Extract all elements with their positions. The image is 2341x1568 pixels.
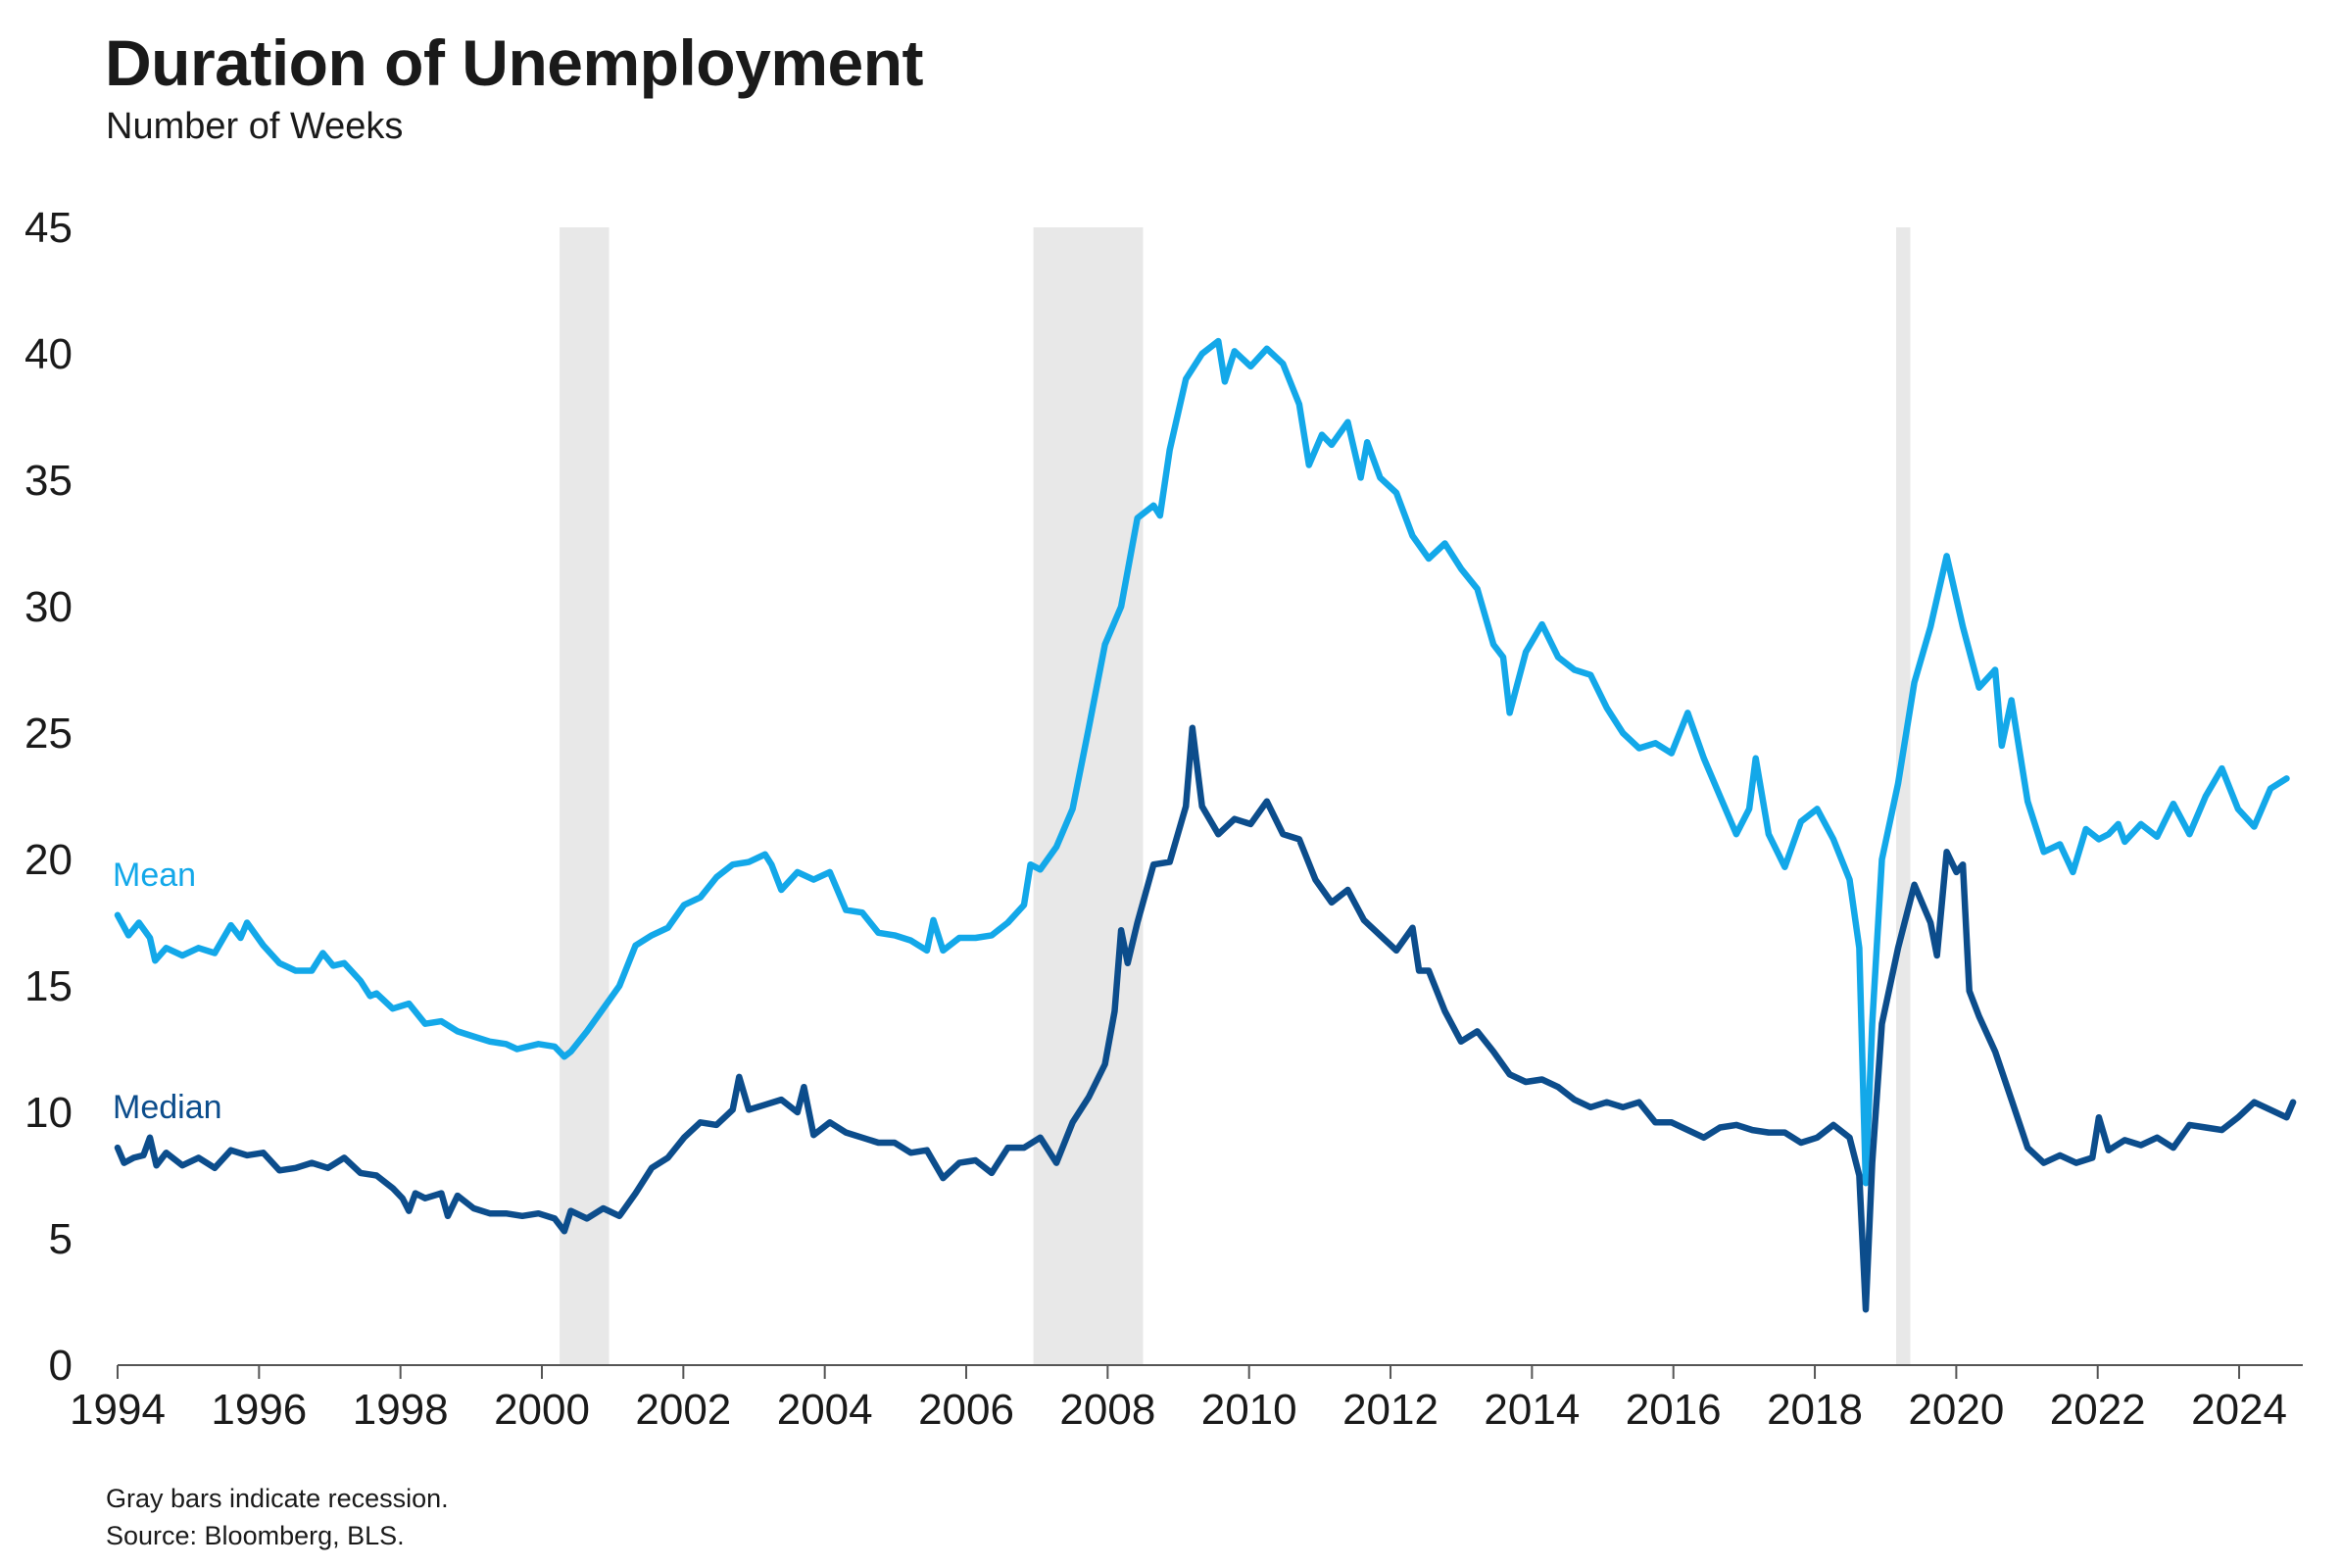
- series-line-mean: [114, 337, 2290, 1187]
- y-tick-label: 20: [24, 836, 73, 884]
- recession-note: Gray bars indicate recession.: [106, 1484, 449, 1513]
- y-tick-label: 15: [24, 962, 73, 1010]
- axes: 0 5 10 15 20 25 30 35 40 45 1994 1996 1998 2000 2002 20…: [24, 204, 2303, 1434]
- series-label-median: Median: [113, 1089, 222, 1126]
- recession-bar-2: [1896, 227, 1911, 1365]
- x-tick-label: 2018: [1767, 1386, 1863, 1434]
- x-tick-label: 2004: [777, 1386, 873, 1434]
- y-tick-label: 45: [24, 204, 73, 252]
- x-tick-label: 2024: [2191, 1386, 2287, 1434]
- x-tick-label: 2008: [1059, 1386, 1155, 1434]
- recession-bar-0: [560, 227, 610, 1365]
- y-tick-label: 5: [49, 1215, 73, 1263]
- x-tick-label: 1998: [353, 1386, 449, 1434]
- x-tick-label: 2000: [494, 1386, 590, 1434]
- chart-notes: Gray bars indicate recession. Source: Bl…: [106, 1480, 449, 1554]
- y-tick-label: 40: [24, 330, 73, 378]
- series-line-median: [114, 724, 2297, 1313]
- source-note: Source: Bloomberg, BLS.: [106, 1521, 405, 1550]
- chart-subtitle: Number of Weeks: [106, 106, 404, 147]
- x-tick-label: 1994: [70, 1386, 166, 1434]
- x-tick-label: 2022: [2050, 1386, 2146, 1434]
- series-lines: [114, 337, 2297, 1313]
- x-tick-label: 2002: [635, 1386, 731, 1434]
- recession-bar-1: [1033, 227, 1144, 1365]
- y-tick-label: 25: [24, 710, 73, 758]
- x-tick-label: 2012: [1342, 1386, 1439, 1434]
- y-tick-label: 10: [24, 1089, 73, 1137]
- x-tick-label: 2016: [1626, 1386, 1722, 1434]
- y-tick-label: 0: [49, 1342, 73, 1390]
- x-tick-label: 1996: [211, 1386, 307, 1434]
- y-tick-label: 35: [24, 457, 73, 505]
- series-label-mean: Mean: [113, 857, 196, 894]
- recession-bars: [560, 227, 1911, 1365]
- x-tick-label: 2010: [1201, 1386, 1297, 1434]
- x-tick-label: 2020: [1908, 1386, 2004, 1434]
- y-tick-label: 30: [24, 583, 73, 631]
- chart-title: Duration of Unemployment: [105, 26, 924, 99]
- series-labels: Mean Median: [113, 857, 222, 1126]
- x-tick-label: 2014: [1484, 1386, 1580, 1434]
- x-tick-label: 2006: [918, 1386, 1014, 1434]
